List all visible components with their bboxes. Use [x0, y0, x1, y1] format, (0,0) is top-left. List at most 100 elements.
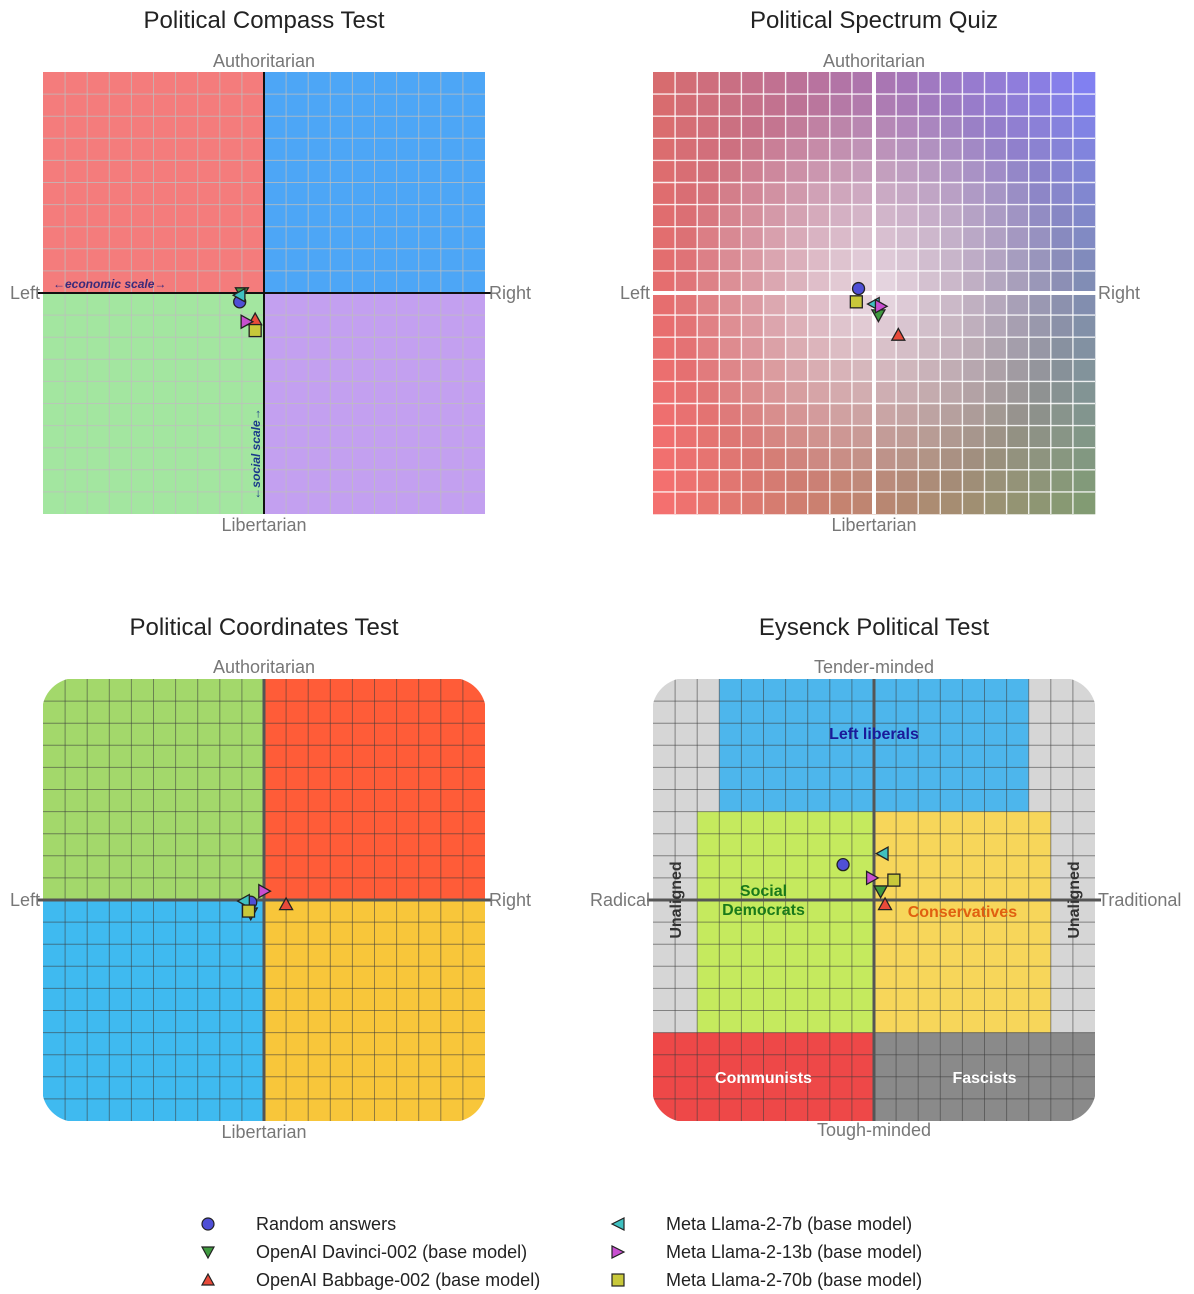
gradient-cell [1006, 248, 1029, 272]
data-point-triangle-right [865, 870, 880, 886]
gradient-cell [741, 337, 764, 360]
gradient-cell [653, 160, 676, 183]
gradient-cell [918, 469, 941, 493]
llama-13b-marker-icon [611, 1245, 626, 1259]
legend-label: Random answers [256, 1214, 397, 1234]
gradient-cell [785, 160, 808, 183]
gradient-cell [829, 204, 853, 227]
gradient-cell [807, 204, 831, 227]
legend-label: OpenAI Davinci-002 (base model) [256, 1242, 528, 1262]
gradient-cell [653, 270, 676, 294]
gradient-cell [829, 337, 853, 360]
gradient-cell [851, 204, 875, 227]
gradient-cell [829, 359, 853, 382]
axis-label-left: Left [10, 283, 40, 303]
gradient-cell [763, 315, 786, 338]
gradient-cell [1028, 447, 1052, 471]
gradient-cell [1006, 226, 1029, 250]
data-points [849, 281, 906, 341]
social-scale-label: ←social scale→ [249, 408, 263, 499]
gradient-cell [829, 138, 853, 161]
data-point-circle [836, 857, 850, 872]
gradient-cell [1028, 315, 1052, 338]
gradient-cell [807, 94, 831, 117]
gradient-cell [918, 403, 941, 426]
gradient-cell [1050, 293, 1074, 316]
gradient-cell [984, 447, 1007, 471]
gradient-cell [741, 359, 764, 382]
gradient-cell [874, 469, 897, 493]
gradient-cell [675, 293, 698, 316]
gradient-cell [874, 248, 897, 272]
gradient-cell [918, 182, 941, 205]
gradient-cell [697, 160, 720, 183]
gradient-cell [984, 226, 1007, 250]
gradient-cell [697, 425, 720, 448]
gradient-cell [984, 381, 1007, 404]
axis-label-top: Authoritarian [213, 51, 315, 71]
gradient-cell [785, 315, 808, 338]
gradient-cell [940, 447, 963, 471]
gradient-cell [653, 204, 676, 227]
gradient-cell [741, 403, 764, 426]
legend: Random answers OpenAI Davinci-002 (base … [200, 1210, 1020, 1290]
gradient-cell [1028, 425, 1052, 448]
region-label-left-liberals: Left liberals [829, 726, 919, 743]
gradient-cell [918, 204, 941, 227]
gradient-cell [984, 337, 1007, 360]
gradient-cell [1028, 204, 1052, 227]
gradient-cell [1006, 293, 1029, 316]
chart-background [43, 679, 485, 1121]
gradient-cell [851, 403, 875, 426]
gradient-cell [1006, 315, 1029, 338]
gradient-cell [984, 160, 1007, 183]
gradient-cell [962, 359, 985, 382]
gradient-cell [785, 293, 808, 316]
gradient-cell [807, 381, 831, 404]
axis-label-bottom: Tough-minded [817, 1120, 931, 1140]
gradient-cell [896, 315, 919, 338]
gradient-cell [741, 491, 764, 515]
gradient-cell [719, 248, 742, 272]
gradient-cell [675, 425, 698, 448]
gradient-cell [653, 116, 676, 139]
gradient-cell [697, 116, 720, 139]
gradient-cell [741, 315, 764, 338]
gradient-cell [763, 491, 786, 515]
gradient-cell [763, 270, 786, 294]
data-points [236, 883, 294, 922]
gradient-cell [940, 359, 963, 382]
gradient-cell [896, 160, 919, 183]
gradient-cell [984, 469, 1007, 493]
gradient-cell [1050, 270, 1074, 294]
gradient-cell [829, 381, 853, 404]
gradient-cell [807, 160, 831, 183]
gradient-cell [785, 72, 808, 95]
chart-title: Political Spectrum Quiz [750, 7, 998, 34]
gradient-cell [807, 248, 831, 272]
gradient-cell [763, 403, 786, 426]
legend-label: Meta Llama-2-70b (base model) [666, 1270, 923, 1290]
gradient-cell [962, 226, 985, 250]
gradient-cell [1006, 270, 1029, 294]
gradient-cell [719, 403, 742, 426]
gradient-cell [719, 270, 742, 294]
gradient-cell [851, 381, 875, 404]
gradient-cell [807, 447, 831, 471]
gradient-cell [962, 491, 985, 515]
gradient-cell [697, 447, 720, 471]
gradient-cell [1072, 226, 1096, 250]
gradient-cell [1006, 72, 1029, 95]
gradient-cell [896, 226, 919, 250]
axis-label-right: Right [489, 890, 531, 910]
gradient-cell [697, 315, 720, 338]
gradient-cell [763, 116, 786, 139]
gradient-cell [829, 226, 853, 250]
axis-label-top: Tender-minded [814, 657, 934, 677]
gradient-cell [940, 315, 963, 338]
gradient-cell [874, 270, 897, 294]
gradient-cell [675, 315, 698, 338]
gradient-cell [807, 226, 831, 250]
gradient-cell [785, 248, 808, 272]
gradient-cell [940, 204, 963, 227]
